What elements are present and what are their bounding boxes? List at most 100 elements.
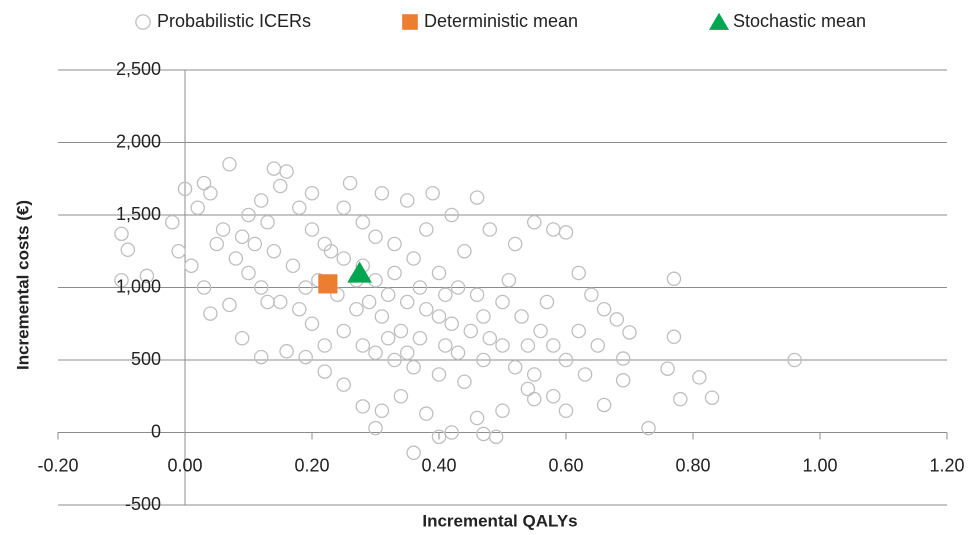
y-tick-label: 500 <box>131 349 161 369</box>
point <box>673 391 688 407</box>
point <box>406 251 421 266</box>
point <box>419 406 434 421</box>
x-tick-label: 0.80 <box>675 455 710 475</box>
point <box>412 280 428 295</box>
point <box>438 338 453 353</box>
point <box>457 374 472 389</box>
y-tick-label: 2,500 <box>116 59 161 79</box>
point <box>463 323 478 339</box>
point <box>704 390 720 405</box>
point <box>469 410 485 426</box>
point <box>355 399 371 414</box>
points <box>114 156 802 461</box>
point <box>393 388 409 404</box>
legend-marker <box>402 14 418 30</box>
point <box>476 352 491 368</box>
point <box>419 222 434 237</box>
point <box>368 272 383 288</box>
point <box>787 352 802 368</box>
point <box>253 349 269 365</box>
point <box>622 325 637 340</box>
point <box>469 190 485 205</box>
y-axis-title: Incremental costs (€) <box>13 200 32 370</box>
legend-marker <box>708 12 730 30</box>
point <box>318 274 338 294</box>
point <box>431 309 447 324</box>
point <box>342 175 358 191</box>
point <box>444 425 459 440</box>
point <box>114 226 129 242</box>
point <box>558 225 574 240</box>
point <box>228 251 244 266</box>
point <box>571 323 586 339</box>
point <box>222 156 237 172</box>
point <box>336 323 351 339</box>
point <box>387 352 402 368</box>
y-tick-label: 2,000 <box>116 131 161 151</box>
point <box>234 330 250 346</box>
point <box>368 229 383 244</box>
point <box>590 338 606 353</box>
point <box>482 330 498 346</box>
point <box>272 178 288 194</box>
point <box>476 426 491 442</box>
point <box>520 338 536 353</box>
point <box>234 229 250 244</box>
point <box>666 271 682 287</box>
point <box>355 214 371 230</box>
point <box>139 268 155 284</box>
point <box>419 301 434 317</box>
point <box>336 377 351 392</box>
point <box>571 265 586 281</box>
point <box>406 445 421 461</box>
point <box>285 258 301 273</box>
point <box>507 236 523 252</box>
legend-label: Deterministic mean <box>424 11 578 31</box>
point <box>292 200 307 215</box>
point <box>177 181 193 197</box>
point <box>215 222 231 237</box>
y-tick-label: 0 <box>151 421 161 441</box>
point <box>457 243 472 259</box>
point <box>482 222 498 237</box>
x-tick-label: 0.40 <box>421 455 456 475</box>
point <box>317 338 332 353</box>
point <box>374 185 390 201</box>
point <box>615 351 631 366</box>
point <box>399 294 415 310</box>
y-tick-label: -500 <box>125 494 161 514</box>
point <box>584 287 599 302</box>
point <box>374 403 390 418</box>
point <box>431 265 447 281</box>
point <box>533 323 548 339</box>
point <box>469 287 485 302</box>
point <box>203 185 218 201</box>
point <box>298 280 313 295</box>
point <box>450 280 466 295</box>
point <box>279 344 294 359</box>
point <box>399 193 415 208</box>
x-axis-title: Incremental QALYs <box>422 511 577 530</box>
legend-label: Stochastic mean <box>733 11 866 31</box>
point <box>666 329 682 345</box>
point <box>660 361 675 376</box>
point <box>501 272 517 288</box>
point <box>361 294 377 310</box>
point <box>184 258 199 273</box>
point <box>247 236 263 252</box>
point <box>171 243 186 259</box>
point <box>527 214 542 230</box>
point <box>387 265 402 281</box>
point <box>412 330 428 346</box>
point <box>527 391 542 407</box>
point <box>266 243 282 259</box>
point <box>304 222 320 237</box>
point <box>368 345 383 360</box>
point <box>165 214 180 230</box>
point <box>596 301 612 317</box>
point <box>558 352 574 368</box>
point <box>507 359 523 375</box>
x-tick-label: 0.20 <box>294 455 329 475</box>
legend-label: Probabilistic ICERs <box>157 11 311 31</box>
